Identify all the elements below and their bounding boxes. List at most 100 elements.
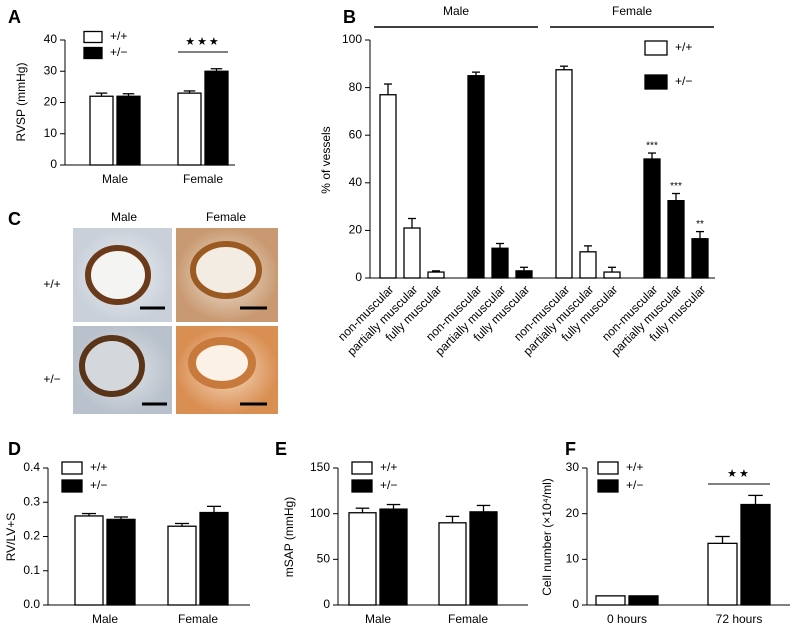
row-label: +/+ — [43, 277, 60, 291]
legend-label: +/− — [110, 45, 127, 59]
y-tick-label: 80 — [349, 80, 363, 94]
micrograph — [176, 228, 278, 322]
bar — [628, 595, 659, 606]
y-tick-label: 0 — [323, 597, 330, 611]
bar — [603, 271, 621, 279]
bar — [595, 595, 626, 606]
y-tick-label: 100 — [342, 32, 362, 46]
x-tick-label: Male — [102, 172, 128, 186]
bar — [643, 158, 661, 279]
legend-swatch — [597, 479, 619, 493]
x-tick-label: Male — [92, 612, 118, 626]
bar — [469, 511, 498, 606]
column-label: Male — [111, 210, 137, 224]
bar — [707, 542, 738, 606]
legend-label: +/+ — [675, 40, 692, 54]
y-tick-label: 0.2 — [23, 529, 40, 543]
panel-letter: F — [565, 439, 576, 459]
y-tick-label: 30 — [566, 460, 580, 474]
y-tick-label: 0.0 — [23, 597, 40, 611]
row-label: +/− — [43, 372, 60, 386]
bar — [348, 512, 377, 606]
bar — [515, 270, 533, 279]
y-tick-label: 100 — [310, 506, 330, 520]
bar — [379, 508, 408, 606]
legend-label: +/− — [90, 478, 107, 492]
y-tick-label: 40 — [44, 32, 58, 46]
bar — [667, 199, 685, 279]
y-tick-label: 150 — [310, 460, 330, 474]
panel-letter: D — [8, 439, 21, 459]
annotation: ** — [696, 219, 704, 230]
bar — [555, 69, 573, 279]
bar — [491, 247, 509, 279]
bar — [177, 92, 202, 166]
legend-label: +/+ — [110, 29, 127, 43]
y-tick-label: 20 — [566, 506, 580, 520]
bar — [379, 94, 397, 279]
annotation: ★★★ — [185, 36, 221, 48]
y-tick-label: 0 — [50, 157, 57, 171]
bar — [106, 518, 136, 606]
legend-label: +/− — [626, 478, 643, 492]
y-tick-label: 0.3 — [23, 494, 40, 508]
bar — [438, 522, 467, 606]
legend-label: +/+ — [380, 460, 397, 474]
bar — [467, 75, 485, 279]
legend-label: +/+ — [90, 460, 107, 474]
x-tick-label: 0 hours — [607, 612, 647, 626]
x-tick-label: Male — [365, 612, 391, 626]
panel-letter: A — [8, 7, 21, 27]
legend-swatch — [351, 479, 373, 493]
micrograph — [73, 228, 172, 322]
y-tick-label: 60 — [349, 127, 363, 141]
bar — [116, 95, 141, 166]
micrograph — [176, 326, 278, 414]
y-tick-label: 50 — [317, 552, 331, 566]
y-tick-label: 10 — [566, 552, 580, 566]
bar — [403, 227, 421, 279]
bar — [167, 525, 197, 606]
y-axis-label: mSAP (mmHg) — [282, 497, 296, 577]
y-tick-label: 0.4 — [23, 460, 40, 474]
x-tick-label: 72 hours — [716, 612, 763, 626]
annotation: *** — [646, 141, 658, 152]
legend-swatch — [61, 461, 83, 475]
bar — [199, 511, 229, 606]
y-tick-label: 0.1 — [23, 563, 40, 577]
legend-label: +/− — [675, 74, 692, 88]
y-tick-label: 20 — [349, 223, 363, 237]
y-tick-label: 20 — [44, 95, 58, 109]
group-label: Male — [443, 4, 469, 18]
x-tick-label: Female — [448, 612, 488, 626]
panel-letter: B — [343, 7, 356, 27]
y-tick-label: 0 — [572, 597, 579, 611]
bar — [74, 515, 104, 606]
bar — [579, 251, 597, 279]
annotation: *** — [670, 181, 682, 192]
x-tick-label: Female — [178, 612, 218, 626]
group-label: Female — [612, 4, 652, 18]
micrograph — [73, 326, 172, 414]
y-axis-label: RVSP (mmHg) — [14, 63, 28, 142]
panel-letter: E — [275, 439, 287, 459]
legend-swatch — [351, 461, 373, 475]
x-tick-label: Female — [183, 172, 223, 186]
bar — [89, 95, 114, 166]
legend-swatch — [83, 30, 103, 44]
panel-letter: C — [8, 209, 21, 229]
legend-swatch — [644, 74, 668, 90]
legend-swatch — [61, 479, 83, 493]
legend-swatch — [83, 46, 103, 60]
bar — [427, 271, 445, 279]
y-tick-label: 10 — [44, 126, 58, 140]
column-label: Female — [206, 210, 246, 224]
annotation: ★★ — [727, 468, 751, 480]
bar — [691, 238, 709, 279]
y-axis-label: Cell number (×10⁴/ml) — [540, 478, 554, 596]
y-tick-label: 30 — [44, 63, 58, 77]
bar — [204, 70, 229, 166]
legend-swatch — [644, 40, 668, 56]
